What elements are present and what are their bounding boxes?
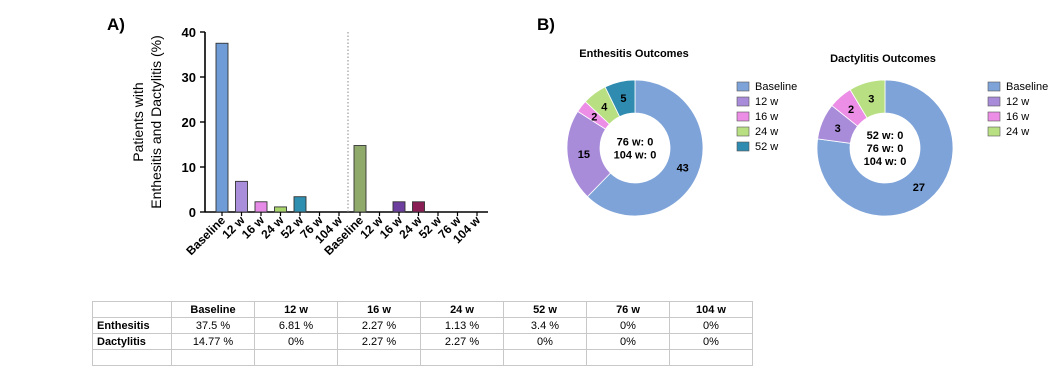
table-cell: 0% — [503, 333, 587, 350]
panel-b-label: B) — [537, 15, 555, 34]
bar — [412, 201, 425, 213]
donut-center-label: 76 w: 0 — [867, 143, 904, 155]
legend-label: 52 w — [755, 141, 778, 153]
legend-label: 12 w — [755, 96, 778, 108]
bar — [353, 145, 367, 213]
bar — [215, 42, 229, 213]
table-header-cell: 104 w — [669, 301, 753, 318]
bar — [274, 206, 287, 213]
table-cell: 14.77 % — [171, 333, 255, 350]
table-header-row: Baseline 12 w 16 w 24 w 52 w 76 w 104 w — [92, 301, 753, 318]
enthesitis-title: Enthesitis Outcomes — [579, 48, 688, 60]
slice-label: 3 — [835, 123, 841, 135]
bar — [293, 196, 307, 213]
legend-label: 16 w — [755, 111, 778, 123]
table-header-cell — [92, 301, 172, 318]
slice-label: 15 — [578, 149, 590, 161]
donut-center-label: 52 w: 0 — [867, 130, 904, 142]
table-cell: 1.13 % — [420, 317, 504, 334]
table-cell: 2.27 % — [420, 333, 504, 350]
table-cell: 0% — [586, 317, 670, 334]
legend-swatch — [987, 111, 1001, 122]
legend-swatch — [987, 81, 1001, 92]
table-row: Enthesitis 37.5 % 6.81 % 2.27 % 1.13 % 3… — [92, 317, 753, 334]
legend-label: 24 w — [755, 126, 778, 138]
table-cell — [420, 349, 504, 366]
slice-label: 2 — [848, 104, 854, 116]
legend-swatch — [736, 81, 750, 92]
legend-swatch — [736, 96, 750, 107]
y-tick-label: 10 — [182, 160, 196, 175]
summary-table: Baseline 12 w 16 w 24 w 52 w 76 w 104 w … — [92, 301, 753, 366]
bar — [254, 201, 268, 213]
slice-label: 2 — [591, 111, 597, 123]
legend-swatch — [736, 126, 750, 137]
legend-swatch — [987, 96, 1001, 107]
table-cell: 0% — [254, 333, 338, 350]
dactylitis-title: Dactylitis Outcomes — [830, 53, 936, 65]
table-row: Dactylitis 14.77 % 0% 2.27 % 2.27 % 0% 0… — [92, 333, 753, 350]
table-header-cell: 24 w — [420, 301, 504, 318]
legend-swatch — [736, 141, 750, 152]
panel-a-label: A) — [107, 15, 125, 34]
legend-label: Baseline — [755, 81, 797, 93]
table-cell: 6.81 % — [254, 317, 338, 334]
table-cell: 3.4 % — [503, 317, 587, 334]
table-cell: 2.27 % — [337, 317, 421, 334]
table-header-cell: 52 w — [503, 301, 587, 318]
row-label: Enthesitis — [92, 317, 172, 334]
table-header-cell: Baseline — [171, 301, 255, 318]
legend-label: 16 w — [1006, 111, 1029, 123]
donut-center-label: 76 w: 0 — [617, 137, 654, 149]
bar — [235, 180, 248, 213]
donut-slice — [604, 79, 636, 118]
figure: A) B) Patients with Enthesitis and Dacty… — [107, 15, 1048, 258]
legend-swatch — [736, 111, 750, 122]
table-cell: 0% — [669, 333, 753, 350]
table-cell: 0% — [669, 317, 753, 334]
legend-label: 12 w — [1006, 96, 1029, 108]
legend-label: 24 w — [1006, 126, 1029, 138]
legend-swatch — [987, 126, 1001, 137]
slice-label: 43 — [677, 162, 689, 174]
y-tick-label: 0 — [189, 205, 196, 220]
table-cell: 37.5 % — [171, 317, 255, 334]
y-axis-label-line2: Enthesitis and Dactylitis (%) — [148, 35, 164, 209]
table-header-cell: 12 w — [254, 301, 338, 318]
table-cell — [669, 349, 753, 366]
slice-label: 4 — [601, 102, 608, 114]
donut-slice — [586, 79, 704, 217]
row-label: Dactylitis — [92, 333, 172, 350]
table-header-cell: 16 w — [337, 301, 421, 318]
row-label — [92, 349, 172, 366]
bar — [392, 201, 406, 213]
donut-slice — [849, 79, 886, 119]
donut-slice — [816, 79, 954, 217]
table-header-cell: 76 w — [586, 301, 670, 318]
table-cell — [171, 349, 255, 366]
y-tick-label: 30 — [182, 70, 196, 85]
y-tick-label: 20 — [182, 115, 196, 130]
table-cell: 2.27 % — [337, 333, 421, 350]
donut-center-label: 104 w: 0 — [614, 150, 657, 162]
legend-label: Baseline — [1006, 81, 1048, 93]
table-cell — [586, 349, 670, 366]
donut-center-label: 104 w: 0 — [864, 156, 907, 168]
y-tick-label: 40 — [182, 25, 196, 40]
table-cell — [503, 349, 587, 366]
y-axis-label-line1: Patients with — [130, 82, 146, 161]
table-cell: 0% — [586, 333, 670, 350]
table-row — [92, 349, 753, 366]
table-cell — [254, 349, 338, 366]
slice-label: 27 — [913, 182, 925, 194]
table-cell — [337, 349, 421, 366]
bar-chart: Patients with Enthesitis and Dactylitis … — [130, 25, 488, 258]
slice-label: 3 — [868, 93, 874, 105]
slice-label: 5 — [620, 93, 626, 105]
